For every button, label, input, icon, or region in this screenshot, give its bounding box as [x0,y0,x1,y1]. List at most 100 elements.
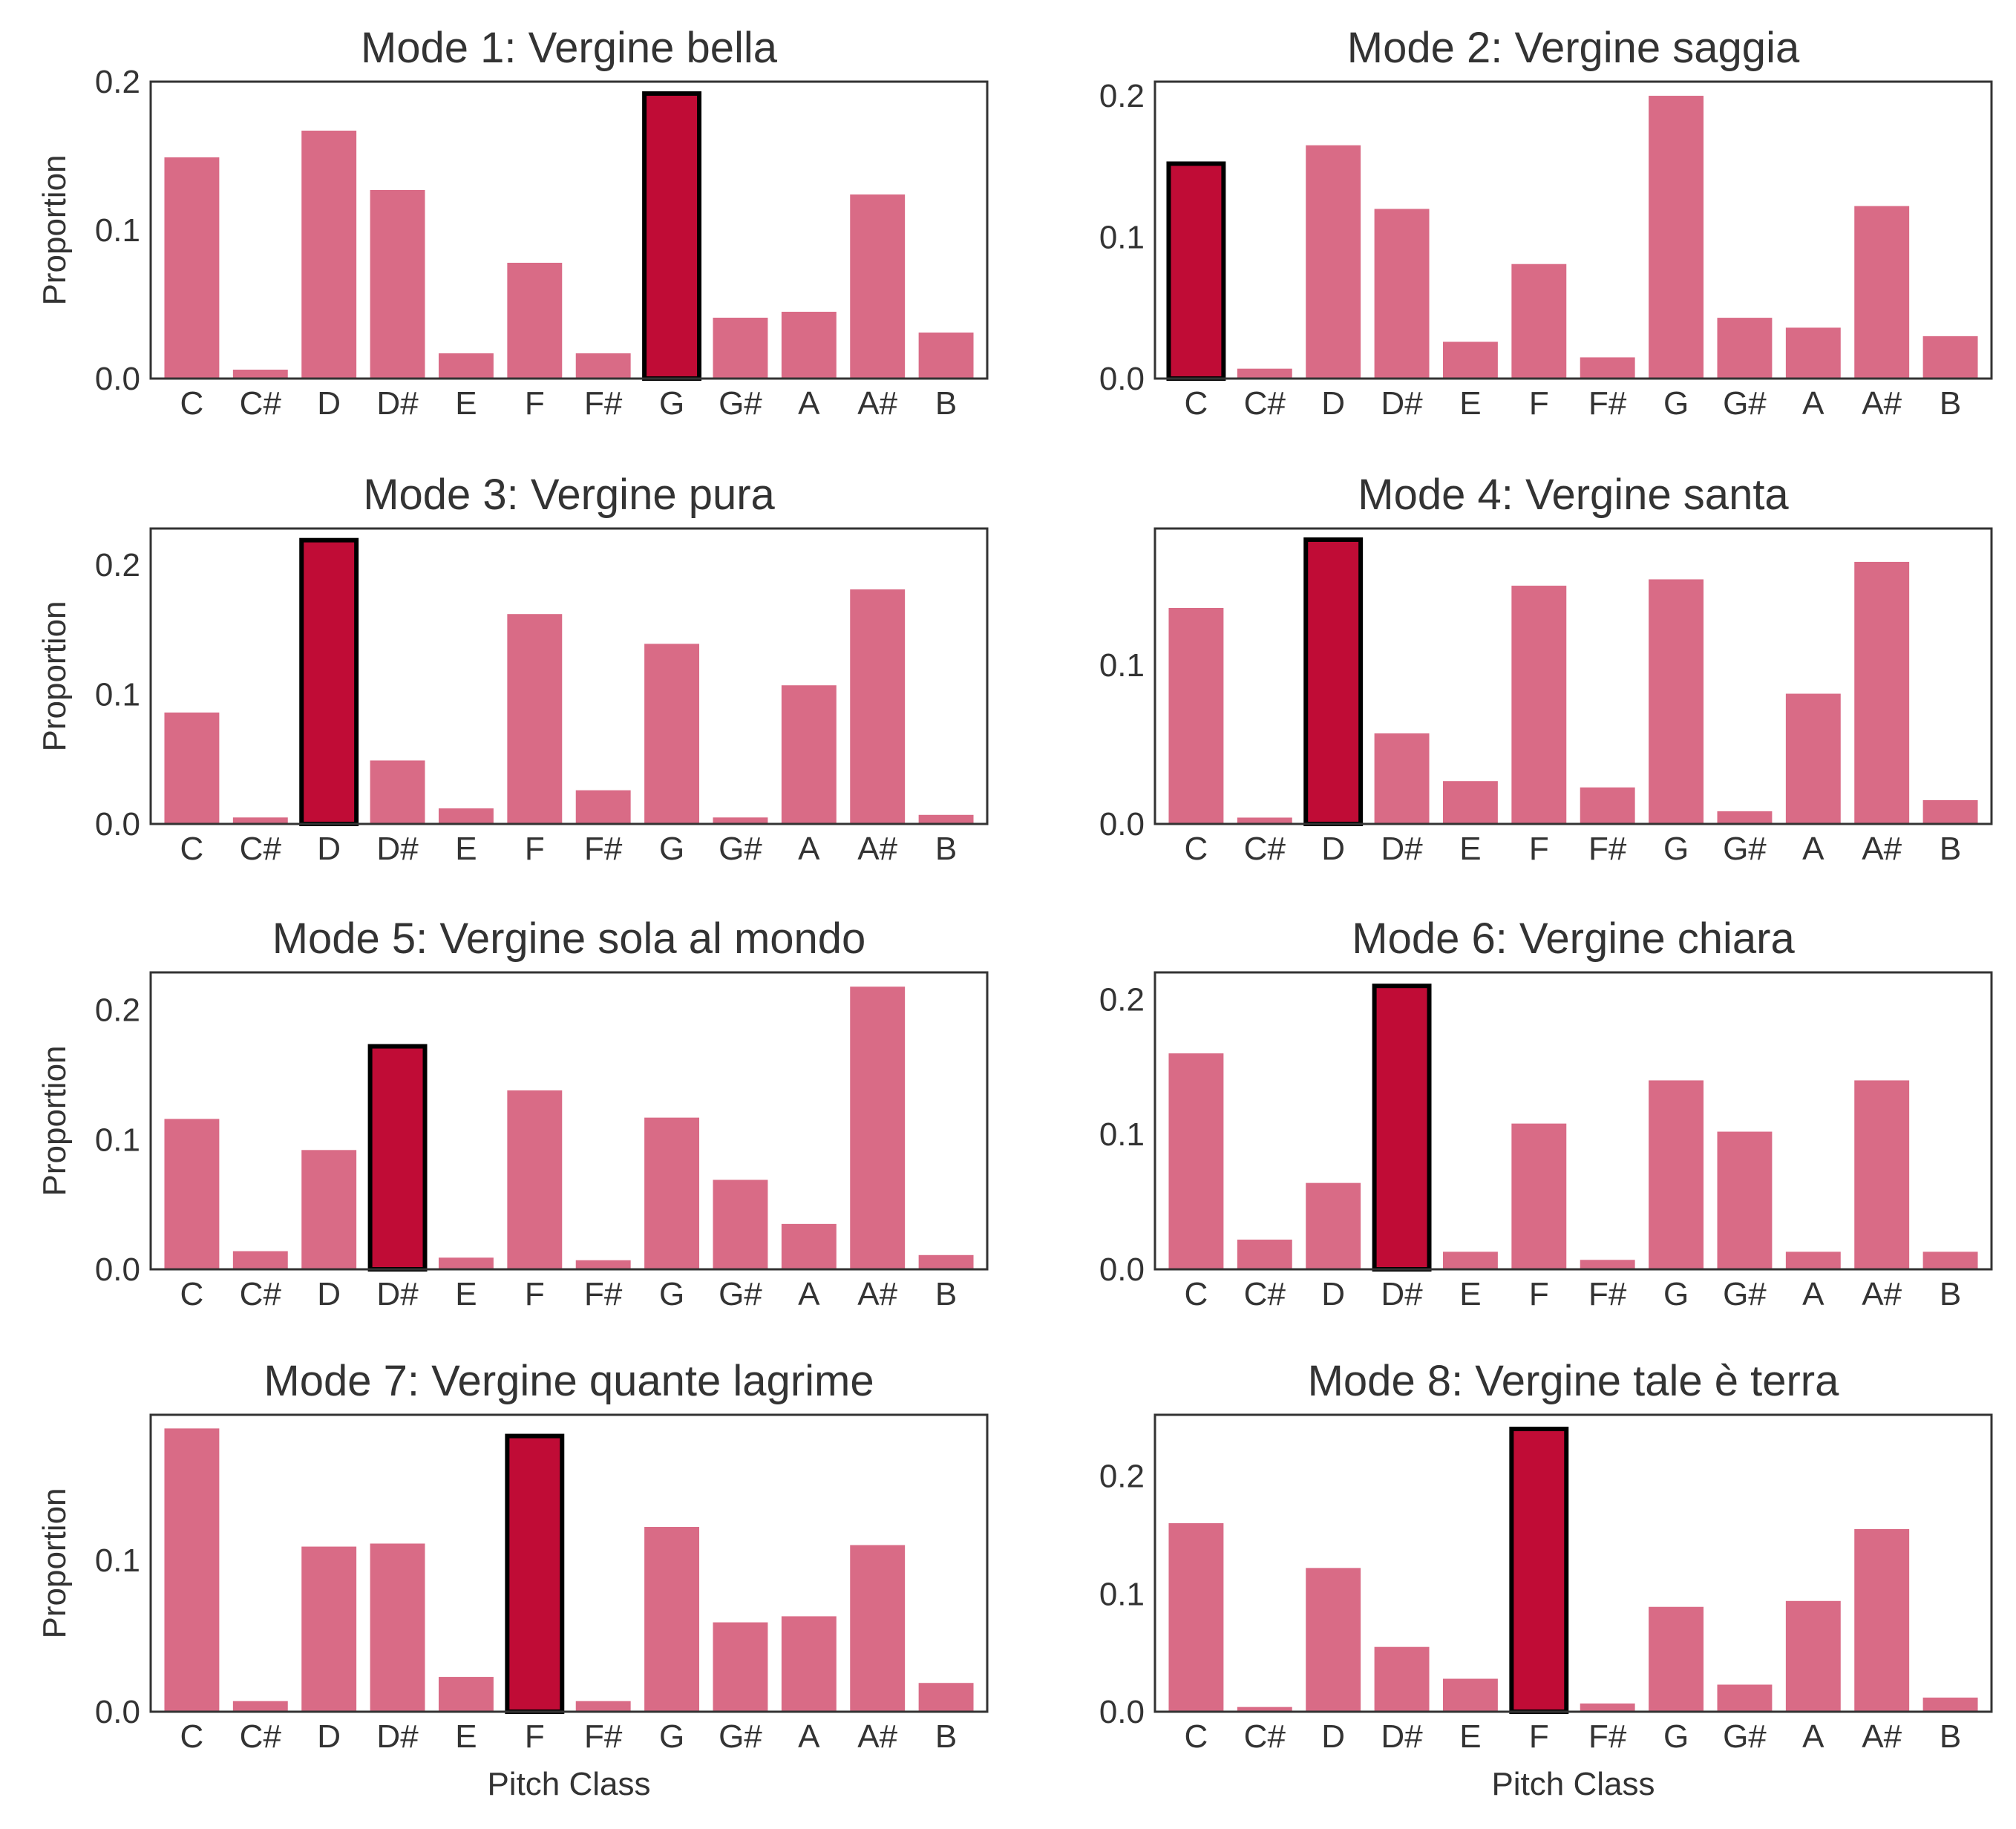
bar [713,1179,768,1269]
bar [644,644,700,824]
bar [1922,1697,1978,1712]
x-tick-label: C [180,385,204,422]
bar [232,1251,288,1269]
chart-panel-6: Mode 6: Vergine chiara 0.0 0.1 0.2 C C# D D# E F F… [1099,914,1993,1312]
y-tick-label: 0.1 [1099,220,1145,256]
x-tick-label: G# [719,831,762,867]
bar [1649,96,1704,379]
panel-title: Mode 2: Vergine saggia [1347,24,1800,72]
y-tick-label: 0.2 [1099,1459,1145,1495]
bar [232,370,288,379]
bar [1511,264,1567,379]
x-tick-label: C# [240,1718,282,1755]
bar [781,312,837,379]
x-tick-label: A [1802,831,1824,867]
bar [1717,1684,1773,1712]
bar [507,614,563,824]
bar [575,1260,631,1269]
x-tick-label: B [935,1718,957,1755]
bar [1854,206,1910,379]
x-tick-label: C [180,831,204,867]
chart-panel-5: Mode 5: Vergine sola al mondo 0.0 0.1 0.2 C C… [36,914,989,1312]
bar [438,353,494,379]
bar [850,987,906,1269]
y-axis-label: Proportion [36,1488,73,1638]
bar-highlight [1303,537,1364,827]
bar [1580,787,1635,824]
bar [575,1701,631,1712]
bar [1442,1678,1498,1712]
x-tick-label: E [455,1718,477,1755]
bar-highlight [642,91,702,381]
bar [781,1616,837,1712]
bar [164,157,220,379]
bar [1237,1240,1292,1269]
bar [850,1545,906,1712]
panel-title: Mode 7: Vergine quante lagrime [264,1357,874,1405]
y-tick-label: 0.0 [1099,806,1145,842]
x-tick-label: B [1940,385,1961,422]
y-tick-label: 0.2 [95,547,140,583]
chart-panel-2: Mode 2: Vergine saggia 0.0 0.1 0.2 C C# D D# E F F… [1099,24,1993,422]
x-tick-label: A# [1862,1276,1902,1312]
bar [164,712,220,824]
x-tick-label: B [1940,1276,1961,1312]
x-tick-label: C [1185,831,1208,867]
bar [713,817,768,824]
x-tick-label: G [1663,385,1689,422]
bar [575,790,631,824]
bar [1374,1646,1430,1712]
bar [781,1223,837,1269]
bar [301,131,357,379]
x-tick-label: D [317,1718,341,1755]
x-tick-label: D# [1381,1276,1423,1312]
x-tick-label: C [1185,385,1208,422]
x-tick-label: D [317,831,341,867]
bar [1511,586,1567,824]
bar [1168,607,1224,824]
x-tick-label: F [1529,1276,1549,1312]
bar [370,760,425,824]
y-tick-label: 0.1 [95,1542,140,1579]
bar-highlight [1372,984,1432,1272]
x-tick-label: D# [1381,1718,1423,1755]
axes-frame [149,527,989,825]
bar [232,1701,288,1712]
x-tick-label: B [935,831,957,867]
panel-title: Mode 6: Vergine chiara [1352,914,1795,963]
bar [1854,1528,1910,1712]
x-tick-label: A [1802,1718,1824,1755]
x-tick-label: F# [1588,831,1627,867]
x-tick-label: C# [1244,1276,1286,1312]
x-tick-label: F [1529,831,1549,867]
bar [301,1546,357,1712]
y-axis-label: Proportion [36,154,73,305]
x-tick-label: A [798,1276,820,1312]
bar [1854,561,1910,824]
chart-panel-7: Mode 7: Vergine quante lagrime 0.0 0.1 C C# D… [36,1357,989,1802]
bar [713,318,768,379]
bar [575,353,631,379]
y-tick-label: 0.2 [1099,78,1145,114]
bar [1649,579,1704,824]
x-tick-label: C# [240,1276,282,1312]
bar [1922,1251,1978,1269]
panel-title: Mode 3: Vergine pura [363,471,775,519]
x-tick-label: D# [376,1718,419,1755]
y-tick-label: 0.0 [95,806,140,842]
x-tick-label: G [659,385,684,422]
x-tick-label: G# [719,1276,762,1312]
bar [850,589,906,824]
x-tick-label: E [455,1276,477,1312]
bar [713,1622,768,1712]
bar [644,1117,700,1269]
bar [1580,1260,1635,1269]
x-tick-label: E [1459,1276,1481,1312]
chart-panel-4: Mode 4: Vergine santa 0.0 0.1 C C# D D# E F F# G G#… [1099,471,1993,867]
x-tick-label: G# [719,385,762,422]
x-tick-label: A# [1862,831,1902,867]
bar [370,1543,425,1712]
bar [1442,341,1498,379]
bar [1785,1600,1841,1712]
